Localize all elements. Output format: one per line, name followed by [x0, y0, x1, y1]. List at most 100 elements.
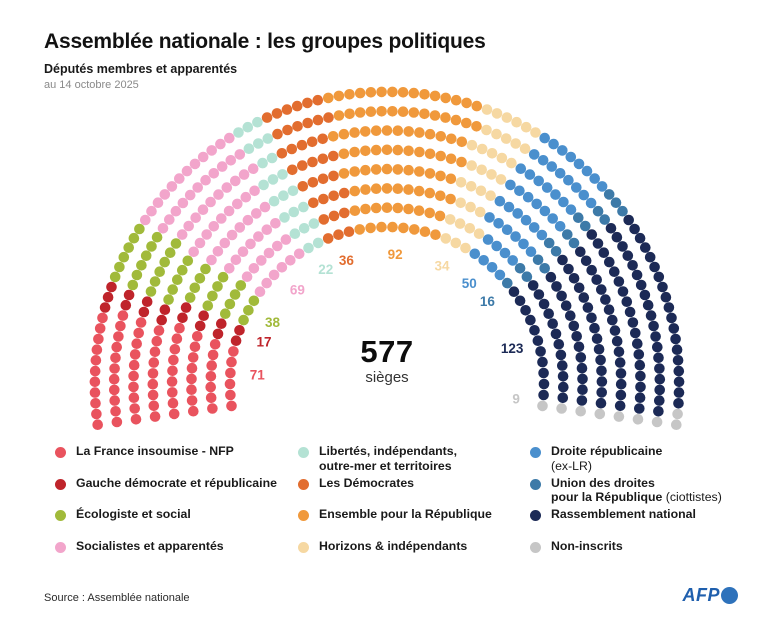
- seat-dot: [461, 97, 472, 109]
- seat-dot: [92, 419, 103, 431]
- seat-dot: [312, 94, 324, 106]
- seat-dot: [537, 356, 548, 368]
- seat-dot: [663, 302, 675, 313]
- seat-dot: [387, 106, 398, 117]
- seat-dot: [163, 294, 174, 305]
- seat-dot: [538, 367, 549, 379]
- seat-dot: [159, 189, 171, 200]
- seat-dot: [339, 207, 350, 219]
- seat-dot: [571, 331, 582, 342]
- seat-dot: [673, 398, 684, 409]
- seat-dot: [186, 373, 197, 385]
- seat-dot: [450, 94, 462, 106]
- seat-dot: [167, 387, 178, 398]
- seat-dot: [205, 196, 216, 208]
- seat-dot: [577, 373, 588, 385]
- seat-dot: [553, 339, 565, 350]
- seat-dot: [140, 250, 152, 261]
- seat-dot: [653, 352, 664, 364]
- seat-dot: [557, 145, 568, 156]
- seat-dot: [429, 110, 441, 121]
- legend-color-dot: [298, 510, 309, 522]
- seat-dot: [130, 414, 142, 425]
- chart-subtitle: Députés membres et apparentés: [44, 62, 238, 76]
- legend-color-dot: [530, 510, 541, 522]
- legend-item: Les Démocrates: [298, 476, 538, 508]
- seat-dot: [333, 229, 344, 240]
- seat-dot: [206, 360, 217, 371]
- seat-dot: [123, 289, 135, 301]
- seat-dot: [671, 419, 682, 431]
- seat-dot: [586, 312, 597, 324]
- seat-dot: [333, 90, 345, 102]
- seat-dot: [317, 133, 329, 145]
- seat-dot: [668, 323, 680, 334]
- total-seats-block: 577 sièges: [360, 336, 413, 386]
- seat-dot: [585, 197, 597, 209]
- seat-dot: [216, 318, 227, 330]
- seat-dot: [403, 126, 415, 137]
- seat-dot: [409, 224, 420, 235]
- seat-dot: [403, 203, 414, 215]
- seat-dot: [397, 87, 409, 98]
- seat-dot: [615, 378, 627, 390]
- seat-dot: [186, 362, 198, 374]
- seat-dot: [521, 271, 533, 283]
- seat-dot: [181, 165, 193, 177]
- seat-dot: [429, 90, 441, 102]
- seat-dot: [166, 376, 178, 387]
- seat-dot: [525, 246, 537, 257]
- seat-dot: [308, 197, 319, 209]
- seat-dot: [201, 229, 212, 240]
- seat-dot: [514, 185, 525, 197]
- seat-dot: [168, 354, 179, 366]
- seat-dot: [634, 403, 645, 414]
- seat-dot: [634, 359, 646, 371]
- seat-dot: [344, 89, 355, 100]
- seat-dot: [219, 237, 231, 249]
- legend-label: Socialistes et apparentés: [76, 538, 224, 553]
- seat-dot: [547, 213, 558, 224]
- seat-dot: [598, 247, 610, 258]
- seat-dot: [476, 164, 488, 176]
- seat-dot: [338, 187, 350, 199]
- seat-dot: [151, 231, 163, 243]
- seat-dot: [419, 108, 430, 120]
- seat-dot: [672, 355, 684, 366]
- seat-dot: [111, 341, 122, 353]
- seat-dot: [312, 114, 324, 126]
- seat-dot: [631, 269, 643, 281]
- party-seat-count-label: 50: [462, 276, 477, 291]
- seat-dot: [554, 221, 566, 232]
- seat-dot: [560, 300, 572, 312]
- seat-dot: [172, 274, 183, 286]
- seat-dot: [611, 335, 623, 347]
- seat-dot: [134, 223, 145, 235]
- seat-dot: [613, 346, 625, 358]
- seat-dot: [128, 370, 139, 382]
- seat-dot: [177, 264, 188, 276]
- seat-dot: [573, 158, 585, 170]
- seat-dot: [539, 132, 550, 144]
- seat-dot: [270, 218, 281, 229]
- seat-dot: [131, 269, 143, 281]
- seat-dot: [475, 185, 487, 197]
- seat-dot: [110, 352, 121, 364]
- seat-dot: [617, 241, 628, 252]
- seat-dot: [370, 125, 382, 136]
- legend-label: Gauche démocrate et républicaine: [76, 475, 277, 490]
- seat-dot: [424, 128, 436, 140]
- seat-dot: [632, 414, 644, 425]
- legend-label: Ensemble pour la République: [319, 507, 492, 522]
- seat-dot: [617, 205, 628, 217]
- seat-dot: [558, 196, 569, 208]
- seat-dot: [108, 373, 120, 385]
- seat-dot: [571, 182, 582, 193]
- seat-dot: [93, 333, 104, 345]
- seat-dot: [445, 193, 456, 205]
- seat-dot: [535, 346, 546, 357]
- seat-dot: [303, 242, 314, 254]
- legend-color-dot: [530, 478, 541, 490]
- seat-dot: [242, 214, 254, 226]
